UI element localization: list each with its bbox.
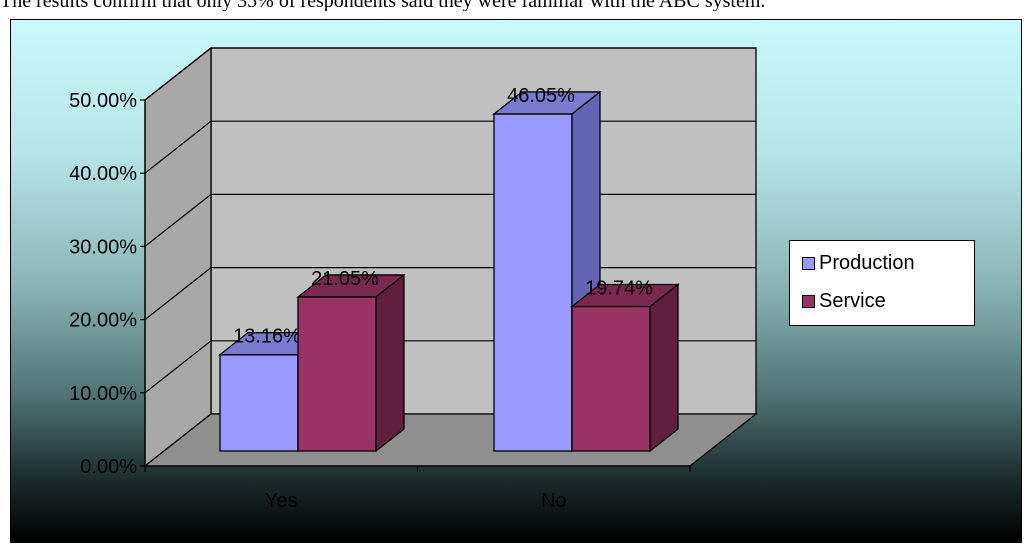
y-tick-label: 10.00% bbox=[69, 383, 137, 405]
x-category-label: No bbox=[541, 490, 567, 512]
x-category-label: Yes bbox=[265, 490, 298, 512]
data-label: 13.16% bbox=[233, 326, 301, 348]
y-tick-label: 20.00% bbox=[69, 310, 137, 332]
caption: The results confirm that only 35% of res… bbox=[0, 0, 766, 11]
legend-label-production: Production bbox=[819, 251, 915, 274]
y-tick-label: 50.00% bbox=[69, 90, 137, 112]
side-wall bbox=[144, 46, 212, 468]
y-tick-label: 40.00% bbox=[69, 163, 137, 185]
legend-item-service: Service bbox=[802, 289, 886, 313]
data-label: 46.05% bbox=[507, 85, 575, 107]
chart-legend: Production Service bbox=[789, 240, 975, 326]
gridline-diagonal bbox=[144, 267, 212, 321]
y-tick-label: 0.00% bbox=[80, 456, 137, 478]
legend-label-service: Service bbox=[819, 289, 886, 312]
gridline-diagonal bbox=[144, 120, 212, 174]
data-label: 21.05% bbox=[311, 268, 379, 290]
bar-top bbox=[492, 91, 602, 115]
bar-top bbox=[570, 283, 680, 308]
bar-front bbox=[571, 305, 651, 452]
bar-side bbox=[375, 273, 405, 453]
legend-swatch-service bbox=[802, 294, 815, 308]
bar-side bbox=[649, 283, 679, 453]
legend-swatch-production bbox=[802, 256, 815, 270]
bar-front bbox=[297, 296, 377, 452]
bar-front bbox=[219, 354, 299, 452]
gridline-diagonal bbox=[144, 193, 212, 247]
legend-item-production: Production bbox=[802, 251, 915, 275]
bar-top bbox=[296, 274, 406, 298]
y-tick-label: 30.00% bbox=[69, 236, 137, 258]
data-label: 19.74% bbox=[585, 278, 653, 300]
bar-front bbox=[493, 113, 573, 452]
gridline-diagonal bbox=[144, 340, 212, 394]
gridline-diagonal bbox=[144, 47, 212, 101]
